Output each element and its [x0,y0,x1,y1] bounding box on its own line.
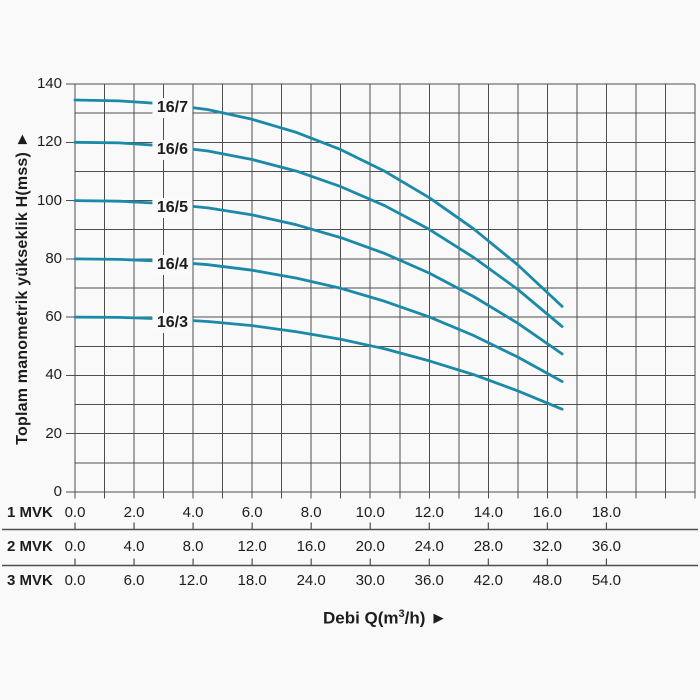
x-axis-title-text: Debi Q(m [322,608,399,628]
pump-curve-16-4 [73,257,564,383]
x-axis-title-superscript: 3 [398,608,405,620]
pump-curve-16-6 [73,140,564,328]
x-axis-title: Debi Q(m3/h) ► [235,602,535,628]
y-axis-title: Toplam manometrik yükseklik H(mss) ► [14,131,31,445]
pump-curve-16-5 [73,199,564,356]
pump-curve-16-3 [73,315,564,411]
x-axis-title-suffix: /h) ► [404,608,447,628]
